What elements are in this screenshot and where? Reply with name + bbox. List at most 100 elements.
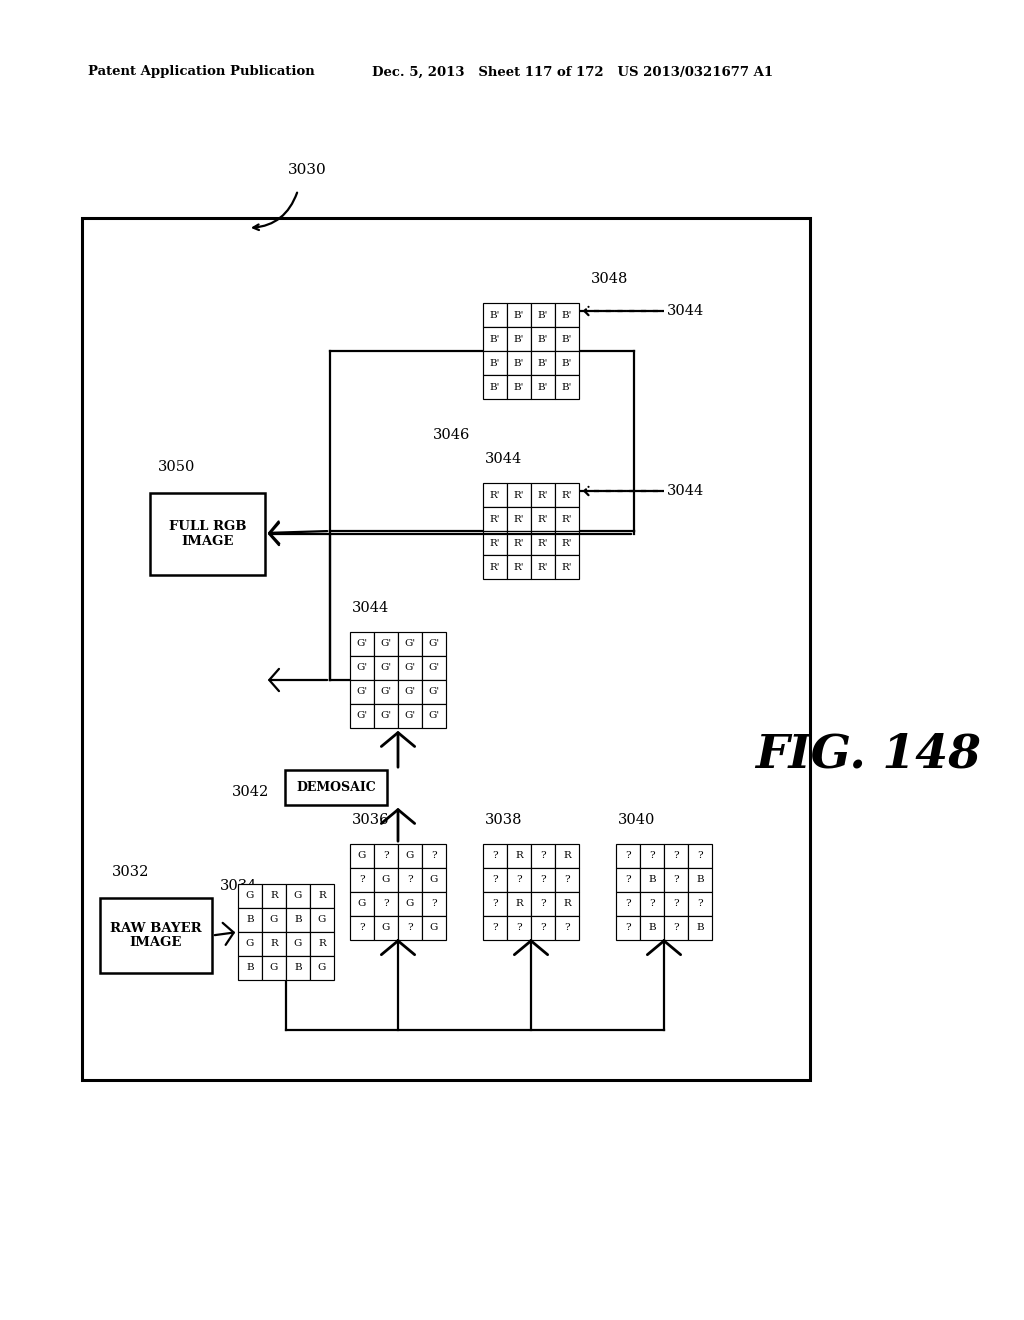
Text: G: G — [317, 916, 327, 924]
Text: 3050: 3050 — [158, 459, 196, 474]
Bar — [616, 892, 640, 916]
Text: R: R — [318, 940, 326, 949]
Text: B': B' — [562, 359, 572, 367]
Text: R': R' — [514, 539, 524, 548]
Bar — [422, 656, 446, 680]
Text: R': R' — [562, 515, 572, 524]
Bar — [507, 483, 531, 507]
Bar — [531, 554, 555, 579]
Bar — [483, 869, 507, 892]
Text: G': G' — [428, 664, 439, 672]
Bar — [398, 656, 422, 680]
Bar — [507, 869, 531, 892]
Text: B': B' — [514, 383, 524, 392]
Bar — [310, 956, 334, 979]
Bar — [555, 554, 579, 579]
Bar — [350, 704, 374, 729]
Bar — [286, 884, 310, 908]
Text: R': R' — [538, 539, 548, 548]
Text: ?: ? — [493, 875, 498, 884]
Bar — [238, 908, 262, 932]
Text: G': G' — [356, 688, 368, 697]
Bar — [422, 892, 446, 916]
Bar — [398, 892, 422, 916]
Bar — [555, 531, 579, 554]
Bar — [350, 869, 374, 892]
Bar — [531, 843, 555, 869]
Text: B': B' — [489, 310, 500, 319]
Bar — [531, 327, 555, 351]
Bar — [398, 916, 422, 940]
Text: B': B' — [538, 310, 548, 319]
Text: R': R' — [489, 539, 501, 548]
Text: 3034: 3034 — [220, 879, 257, 894]
Bar — [483, 843, 507, 869]
Bar — [555, 304, 579, 327]
Text: B: B — [696, 875, 703, 884]
Bar — [531, 375, 555, 399]
Bar — [374, 680, 398, 704]
Bar — [398, 843, 422, 869]
Bar — [483, 916, 507, 940]
Text: ?: ? — [493, 899, 498, 908]
Text: G': G' — [381, 711, 391, 721]
Text: ?: ? — [697, 899, 702, 908]
Text: 3044: 3044 — [485, 451, 522, 466]
Bar — [531, 916, 555, 940]
Text: B': B' — [489, 359, 500, 367]
Bar — [398, 680, 422, 704]
Bar — [531, 483, 555, 507]
Bar — [238, 956, 262, 979]
Bar — [285, 770, 387, 805]
Bar — [555, 843, 579, 869]
Text: ?: ? — [408, 875, 413, 884]
Text: ?: ? — [626, 899, 631, 908]
Bar — [688, 869, 712, 892]
Text: ?: ? — [516, 875, 522, 884]
Text: ?: ? — [431, 899, 437, 908]
Text: R': R' — [489, 562, 501, 572]
Bar — [374, 843, 398, 869]
Bar — [374, 892, 398, 916]
Bar — [640, 843, 664, 869]
Bar — [483, 531, 507, 554]
Bar — [350, 656, 374, 680]
Text: B': B' — [514, 359, 524, 367]
Bar — [555, 351, 579, 375]
Bar — [350, 916, 374, 940]
Bar — [507, 554, 531, 579]
Bar — [374, 704, 398, 729]
Text: ?: ? — [541, 899, 546, 908]
Text: ?: ? — [626, 875, 631, 884]
Bar — [664, 843, 688, 869]
Bar — [398, 632, 422, 656]
FancyArrowPatch shape — [269, 669, 328, 692]
Bar — [616, 916, 640, 940]
Text: ?: ? — [516, 924, 522, 932]
Text: G': G' — [428, 688, 439, 697]
Text: ?: ? — [673, 851, 679, 861]
Bar — [616, 869, 640, 892]
Text: G': G' — [356, 639, 368, 648]
Text: ?: ? — [649, 899, 654, 908]
Text: 3040: 3040 — [618, 813, 655, 828]
Text: R: R — [563, 851, 570, 861]
Text: G: G — [430, 875, 438, 884]
Text: G': G' — [404, 688, 416, 697]
Bar — [350, 892, 374, 916]
FancyArrowPatch shape — [381, 809, 415, 841]
Bar — [422, 632, 446, 656]
Bar — [286, 908, 310, 932]
Text: G: G — [382, 875, 390, 884]
Text: R': R' — [562, 562, 572, 572]
Bar — [640, 916, 664, 940]
FancyArrowPatch shape — [585, 306, 662, 315]
Bar — [374, 869, 398, 892]
Text: ?: ? — [626, 924, 631, 932]
FancyArrowPatch shape — [514, 940, 548, 954]
Text: ?: ? — [564, 924, 569, 932]
Bar — [688, 892, 712, 916]
Text: R': R' — [538, 562, 548, 572]
Text: Dec. 5, 2013   Sheet 117 of 172   US 2013/0321677 A1: Dec. 5, 2013 Sheet 117 of 172 US 2013/03… — [372, 66, 773, 78]
Bar — [422, 843, 446, 869]
